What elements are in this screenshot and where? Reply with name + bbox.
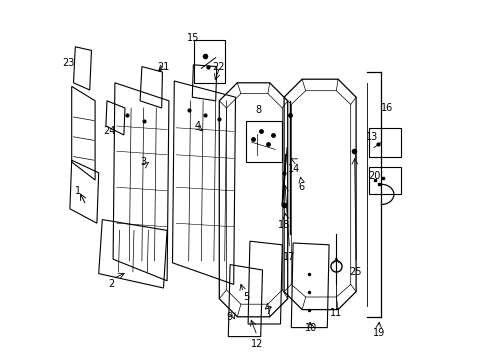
Text: 1: 1 [75, 186, 81, 196]
Text: 7: 7 [264, 306, 270, 316]
Text: 23: 23 [62, 58, 74, 68]
Text: 8: 8 [255, 105, 261, 115]
Text: 10: 10 [305, 323, 317, 333]
Text: 19: 19 [372, 328, 384, 338]
Text: 25: 25 [348, 267, 361, 277]
Text: 5: 5 [243, 292, 249, 302]
Text: 16: 16 [380, 103, 392, 113]
Text: 12: 12 [250, 339, 263, 349]
Bar [246, 121, 282, 162]
Text: 24: 24 [103, 126, 116, 136]
Text: 11: 11 [329, 308, 342, 318]
Text: 20: 20 [367, 171, 380, 181]
Text: 3: 3 [141, 157, 146, 167]
Text: 18: 18 [277, 220, 290, 230]
Text: 15: 15 [187, 33, 199, 43]
Text: 14: 14 [287, 164, 300, 174]
Text: 21: 21 [157, 62, 169, 72]
Text: 22: 22 [211, 62, 224, 72]
Text: 6: 6 [298, 182, 304, 192]
Bar [368, 128, 400, 157]
Text: 4: 4 [194, 121, 201, 131]
Text: 13: 13 [366, 132, 378, 142]
Text: 9: 9 [226, 312, 232, 322]
Bar [194, 40, 224, 83]
Text: 2: 2 [108, 279, 114, 289]
Bar [368, 167, 400, 194]
Text: 17: 17 [283, 252, 295, 262]
